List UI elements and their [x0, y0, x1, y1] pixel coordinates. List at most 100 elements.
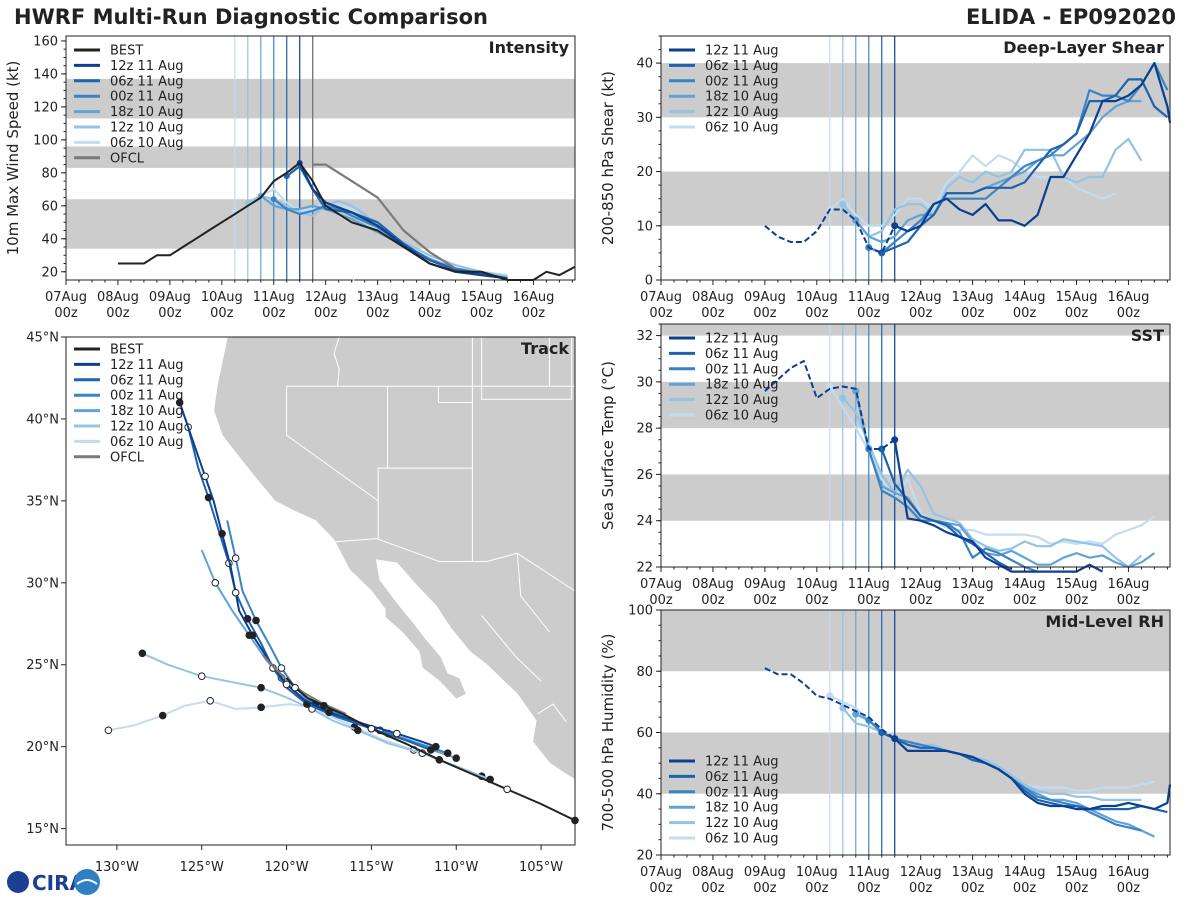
track-ytick-label: 15°N: [26, 822, 59, 837]
track-point-12z-11-aug: [282, 680, 291, 689]
intensity-frame: [65, 35, 576, 281]
sst-xtick-label-day: 14Aug: [1004, 577, 1046, 592]
sst-series-best: [764, 360, 896, 450]
track-panel-title: Track: [521, 339, 569, 358]
rh-xtick-label-day: 11Aug: [848, 865, 890, 880]
sst-xtick-label-hour: 00z: [649, 593, 673, 608]
track-ytick-label: 40°N: [26, 412, 59, 427]
shear-series-12z-11-aug: [894, 61, 1172, 233]
track-ytick-label: 45°N: [26, 331, 59, 346]
shear-xtick-label-day: 11Aug: [848, 290, 890, 305]
sst-xtick-label-hour: 00z: [1117, 593, 1141, 608]
track-point-00z-11-aug: [252, 616, 260, 625]
shear-series-06z-10-aug: [829, 154, 1116, 227]
track-point-00z-11-aug: [231, 554, 240, 563]
rh-ylabel: 700-500 hPa Humidity (%): [599, 633, 617, 831]
track-xtick-label: 130°W: [95, 860, 139, 875]
shear-xtick-label-hour: 00z: [701, 306, 725, 321]
logo-wave-icon: [76, 879, 98, 885]
rh-ytick-label: 100: [628, 604, 653, 619]
intensity-series-12z-11-aug: [298, 162, 508, 280]
intensity-xtick-label-day: 09Aug: [149, 290, 191, 305]
track-legend-label-best: BEST: [110, 343, 143, 358]
track-legend-label-06z-11-aug: 06z 11 Aug: [110, 373, 184, 388]
intensity-panel-title: Intensity: [489, 38, 570, 57]
sst-legend-label-12z-11-aug: 12z 11 Aug: [705, 332, 779, 347]
track-border-6: [437, 386, 473, 403]
rh-xtick-label-hour: 00z: [1117, 881, 1141, 896]
sst-ytick-label: 22: [636, 561, 653, 576]
shear-xtick-label-day: 14Aug: [1004, 290, 1046, 305]
track-point-best: [435, 755, 444, 764]
intensity-band-1: [66, 146, 575, 168]
intensity-xtick-label-hour: 00z: [158, 306, 182, 321]
shear-xtick-label-hour: 00z: [753, 306, 777, 321]
rh-xtick-label-hour: 00z: [753, 881, 777, 896]
shear-xtick-label-day: 15Aug: [1056, 290, 1098, 305]
sst-panel: 22242628303207Aug00z08Aug00z09Aug00z10Au…: [599, 323, 1171, 608]
rh-band-1: [661, 610, 1170, 672]
sst-legend-label-00z-11-aug: 00z 11 Aug: [705, 362, 779, 377]
track-border-9: [377, 467, 388, 501]
track-point-best: [291, 683, 299, 692]
rh-legend-label-00z-11-aug: 00z 11 Aug: [705, 785, 779, 800]
sst-band-1: [661, 381, 1170, 429]
shear-xtick-label-day: 12Aug: [900, 290, 942, 305]
intensity-xtick-label-day: 16Aug: [512, 290, 554, 305]
sst-ylabel: Sea Surface Temp (°C): [599, 361, 617, 530]
track-border-1: [335, 538, 576, 592]
intensity-xtick-label-day: 10Aug: [201, 290, 243, 305]
rh-xtick-label-hour: 00z: [701, 881, 725, 896]
shear-ytick-label: 30: [636, 111, 653, 126]
shear-xtick-label-day: 08Aug: [692, 290, 734, 305]
sst-band-2: [661, 324, 1170, 336]
track-ytick-label: 25°N: [26, 658, 59, 673]
sst-xtick-label-day: 11Aug: [848, 577, 890, 592]
track-point-12z-11-aug: [201, 472, 209, 481]
rh-xtick-label-day: 10Aug: [796, 865, 838, 880]
sst-xtick-label-day: 07Aug: [640, 577, 682, 592]
intensity-xtick-label-hour: 00z: [210, 306, 234, 321]
sst-ytick-label: 24: [636, 514, 653, 529]
intensity-xtick-label-hour: 00z: [54, 306, 78, 321]
sst-xtick-label-hour: 00z: [1065, 593, 1089, 608]
rh-legend-label-18z-10-aug: 18z 10 Aug: [705, 801, 779, 816]
sst-panel-title: SST: [1131, 326, 1164, 345]
shear-ylabel: 200-850 hPa Shear (kt): [599, 71, 617, 245]
sst-frame: [660, 323, 1171, 568]
shear-series-best: [764, 208, 896, 254]
shear-ytick-label: 0: [645, 274, 653, 289]
rh-ytick-label: 80: [636, 665, 653, 680]
track-ytick-label: 20°N: [26, 740, 59, 755]
intensity-legend-label-12z-11-aug: 12z 11 Aug: [110, 59, 184, 74]
sst-xtick-label-hour: 00z: [857, 593, 881, 608]
intensity-ytick-label: 140: [33, 67, 58, 82]
rh-series-12z-11-aug: [893, 737, 1172, 811]
rh-xtick-label-day: 13Aug: [952, 865, 994, 880]
intensity-ytick-label: 120: [33, 100, 58, 115]
intensity-init-point-00z-11-aug: [270, 196, 277, 203]
intensity-legend-label-18z-10-aug: 18z 10 Aug: [110, 105, 184, 120]
intensity-xtick-label-day: 08Aug: [97, 290, 139, 305]
track-ytick-label: 35°N: [26, 494, 59, 509]
sst-series-06z-10-aug: [828, 385, 1156, 546]
rh-xtick-label-day: 07Aug: [640, 865, 682, 880]
sst-xtick-label-day: 10Aug: [796, 577, 838, 592]
track-point-12z-11-aug: [218, 529, 226, 538]
sst-series-12z-10-aug: [841, 397, 1143, 569]
track-point-12z-10-aug: [257, 683, 265, 692]
rh-xtick-label-hour: 00z: [1013, 881, 1037, 896]
track-legend-label-ofcl: OFCL: [110, 450, 145, 465]
rh-ytick-label: 20: [636, 849, 653, 864]
shear-legend-label-00z-11-aug: 00z 11 Aug: [705, 74, 779, 89]
shear-legend-label-12z-10-aug: 12z 10 Aug: [705, 105, 779, 120]
shear-series-00z-11-aug: [868, 61, 1169, 254]
track-point-06z-10-aug: [206, 696, 215, 705]
track-point-12z-10-aug: [197, 672, 206, 681]
intensity-xtick-label-hour: 00z: [106, 306, 130, 321]
intensity-xtick-label-hour: 00z: [314, 306, 338, 321]
sst-ytick-label: 32: [636, 329, 653, 344]
rh-xtick-label-hour: 00z: [1065, 881, 1089, 896]
logo-globe-icon: [7, 871, 29, 893]
rh-panel: 2040608010007Aug00z08Aug00z09Aug00z10Aug…: [599, 604, 1172, 896]
